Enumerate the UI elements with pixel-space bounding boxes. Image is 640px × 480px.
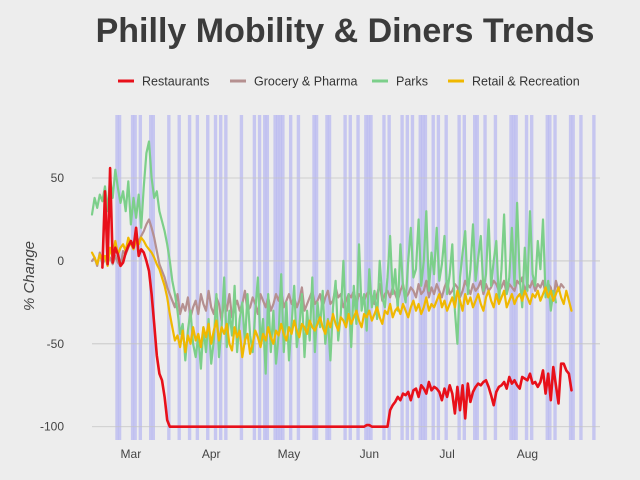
y-axis-title: % Change (21, 241, 38, 311)
highlight-band-13 (219, 115, 223, 440)
y-tick-label: -100 (40, 420, 64, 434)
highlight-band-44 (431, 115, 435, 440)
y-tick-label: 0 (57, 254, 64, 268)
legend-label: Restaurants (142, 75, 209, 89)
highlight-band-36 (382, 115, 386, 440)
highlight-band-19 (265, 115, 270, 440)
x-tick-label: Apr (202, 447, 221, 461)
highlight-band-61 (568, 115, 573, 440)
highlight-band-37 (387, 115, 391, 440)
x-tick-label: May (278, 447, 301, 461)
y-axis: 50 0 -50 -100 (40, 171, 64, 434)
highlight-band-43 (423, 115, 428, 440)
x-tick-label: Aug (517, 447, 538, 461)
series-line-retail-recreation (90, 236, 573, 359)
highlight-band-4 (138, 115, 143, 440)
x-axis: Mar Apr May Jun Jul Aug (121, 447, 539, 461)
x-tick-label: Jun (360, 447, 379, 461)
highlight-band-26 (312, 115, 316, 440)
highlight-band-59 (548, 115, 552, 440)
highlight-band-52 (493, 115, 498, 440)
highlight-band-24 (288, 115, 293, 440)
highlight-band-3 (133, 115, 137, 440)
series-line-grocery-pharma (90, 218, 565, 322)
highlight-band-1 (117, 115, 122, 440)
chart-title: Philly Mobility & Diners Trends (95, 12, 595, 50)
highlight-band-7 (167, 115, 171, 440)
y-tick-label: -50 (47, 337, 65, 351)
highlight-band-0 (115, 115, 119, 440)
highlight-band-35 (369, 115, 373, 440)
highlight-band-33 (364, 115, 368, 440)
highlight-band-11 (206, 115, 210, 440)
highlight-band-16 (252, 115, 257, 440)
highlight-band-64 (592, 115, 596, 440)
series-lines (90, 140, 573, 429)
highlight-band-62 (571, 115, 575, 440)
highlight-band-31 (348, 115, 352, 440)
highlight-band-15 (239, 115, 244, 440)
legend-label: Retail & Recreation (472, 75, 580, 89)
highlight-band-25 (296, 115, 301, 440)
highlight-band-14 (224, 115, 228, 440)
highlight-band-23 (281, 115, 285, 440)
highlight-band-18 (263, 115, 267, 440)
highlight-band-20 (273, 115, 277, 440)
legend-label: Grocery & Pharma (254, 75, 358, 89)
highlight-band-58 (545, 115, 549, 440)
highlight-band-48 (462, 115, 467, 440)
highlight-band-10 (195, 115, 200, 440)
highlight-band-50 (475, 115, 479, 440)
highlight-band-55 (514, 115, 518, 440)
x-tick-label: Mar (121, 447, 142, 461)
highlight-band-28 (325, 115, 329, 440)
highlight-band-63 (579, 115, 583, 440)
y-tick-label: 50 (51, 171, 65, 185)
highlight-band-17 (257, 115, 262, 440)
legend-label: Parks (396, 75, 428, 89)
highlight-band-60 (553, 115, 557, 440)
highlight-band-27 (314, 115, 319, 440)
highlight-band-9 (187, 115, 192, 440)
highlight-band-8 (177, 115, 181, 440)
highlight-band-12 (213, 115, 218, 440)
series-line-parks (90, 140, 558, 375)
series-line-restaurants (101, 166, 573, 429)
x-tick-label: Jul (439, 447, 454, 461)
highlight-band-6 (151, 115, 155, 440)
highlight-band-57 (530, 115, 534, 440)
highlight-band-2 (130, 115, 135, 440)
highlight-band-21 (276, 115, 280, 440)
highlight-band-53 (509, 115, 513, 440)
highlight-band-29 (327, 115, 332, 440)
legend: Restaurants Grocery & Pharma Parks Retail &… (118, 75, 580, 89)
